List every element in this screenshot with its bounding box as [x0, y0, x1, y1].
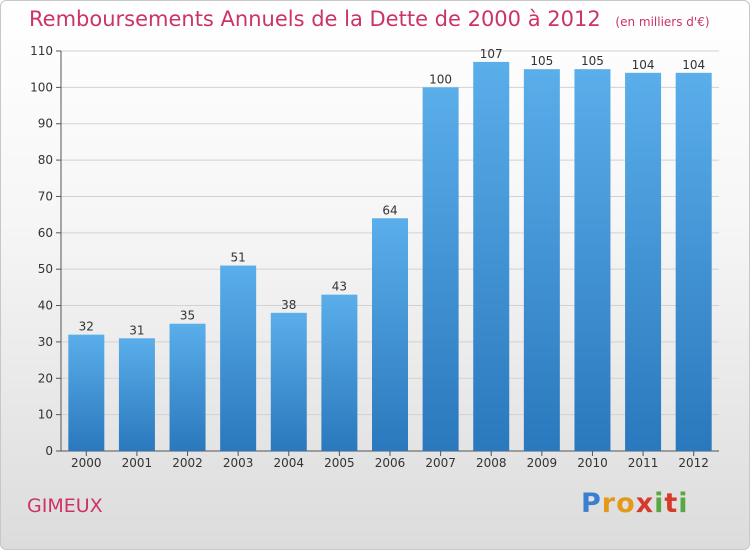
y-tick-label: 100	[30, 80, 53, 94]
value-label-2001: 31	[129, 323, 144, 337]
logo-letter: i	[654, 488, 665, 519]
bars	[68, 61, 712, 452]
value-labels: 32 31 35 51 38 43 64 100 107 105 105 104 104	[79, 47, 705, 337]
x-tick-label-2011: 2011	[628, 456, 659, 470]
x-tick-label-2004: 2004	[273, 456, 304, 470]
chart-title-text: Remboursements Annuels de la Dette de 20…	[29, 7, 601, 31]
logo-letter: P	[581, 488, 602, 519]
y-tick-label: 0	[45, 444, 53, 458]
value-label-2008: 107	[480, 47, 503, 61]
value-label-2004: 38	[281, 298, 296, 312]
chart-title: Remboursements Annuels de la Dette de 20…	[29, 7, 710, 31]
x-tick-label-2008: 2008	[476, 456, 507, 470]
bar-2006	[372, 218, 408, 451]
bar-2002	[169, 323, 206, 451]
logo-letter: i	[678, 488, 689, 519]
x-tick-label-2012: 2012	[678, 456, 709, 470]
bar-2007	[422, 87, 459, 451]
value-label-2011: 104	[632, 58, 655, 72]
value-label-2007: 100	[429, 72, 452, 86]
x-tick-label-2003: 2003	[223, 456, 254, 470]
x-tick-label-2010: 2010	[577, 456, 608, 470]
y-tick-label: 20	[38, 371, 53, 385]
bar-2003	[220, 265, 257, 451]
bar-2008	[473, 61, 510, 452]
y-tick-label: 10	[38, 408, 53, 422]
value-label-2000: 32	[79, 320, 94, 334]
x-tick-label-2001: 2001	[122, 456, 153, 470]
city-name: GIMEUX	[27, 495, 103, 517]
axes: 0 10 20 30 40 50 60 70 80 90 100 110 2000 2001 2002 200…	[30, 44, 719, 470]
bar-2001	[118, 338, 155, 451]
bar-2011	[625, 72, 662, 452]
proxiti-logo: Proxiti	[581, 488, 689, 519]
y-tick-label: 30	[38, 335, 53, 349]
value-label-2006: 64	[382, 203, 397, 217]
x-tick-label-2009: 2009	[527, 456, 558, 470]
value-label-2010: 105	[581, 54, 604, 68]
logo-letter: o	[616, 488, 636, 519]
y-tick-label: 60	[38, 226, 53, 240]
y-tick-label: 40	[38, 299, 53, 313]
value-label-2009: 105	[530, 54, 553, 68]
chart-subtitle: (en milliers d'€)	[615, 15, 710, 29]
bar-2000	[68, 334, 105, 451]
y-tick-label: 50	[38, 262, 53, 276]
x-tick-label-2006: 2006	[375, 456, 406, 470]
bar-2012	[675, 72, 712, 452]
y-tick-label: 80	[38, 153, 53, 167]
value-label-2002: 35	[180, 309, 195, 323]
bar-2009	[523, 69, 560, 451]
x-tick-label-2000: 2000	[71, 456, 102, 470]
value-label-2003: 51	[231, 251, 246, 265]
value-label-2012: 104	[682, 58, 705, 72]
value-label-2005: 43	[332, 280, 347, 294]
x-tick-label-2007: 2007	[425, 456, 456, 470]
logo-letter: r	[601, 488, 617, 519]
y-tick-label: 90	[38, 117, 53, 131]
bar-2004	[270, 312, 307, 451]
x-tick-label-2002: 2002	[172, 456, 203, 470]
y-tick-label: 70	[38, 189, 53, 203]
logo-letter: x	[635, 488, 655, 519]
y-tick-label: 110	[30, 44, 53, 58]
bar-2010	[574, 69, 611, 451]
bar-2005	[321, 294, 358, 451]
x-tick-label-2005: 2005	[324, 456, 355, 470]
logo-letter: t	[664, 488, 679, 519]
